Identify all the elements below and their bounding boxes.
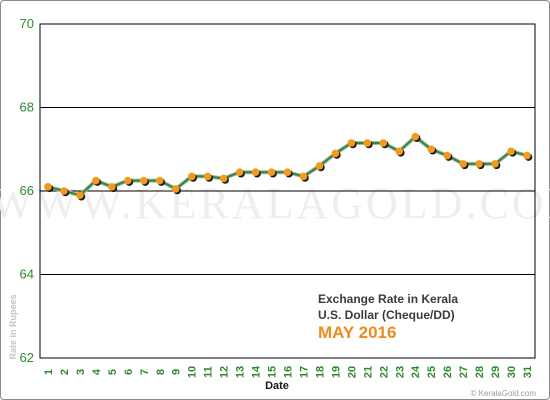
- x-tick-label: 9: [171, 369, 183, 375]
- data-point: [171, 185, 182, 195]
- data-point: [523, 151, 533, 161]
- data-point: [60, 187, 70, 197]
- x-tick-label: 22: [378, 366, 390, 378]
- x-axis-label: Date: [265, 380, 289, 392]
- x-tick-label: 7: [139, 369, 151, 375]
- data-point: [427, 145, 437, 155]
- data-point: [363, 139, 373, 149]
- data-point: [267, 168, 277, 178]
- legend-period: MAY 2016: [318, 323, 396, 342]
- x-tick-label: 23: [394, 366, 406, 378]
- x-tick-label: 1: [43, 369, 55, 375]
- x-tick-label: 2: [59, 369, 71, 375]
- data-point: [124, 176, 134, 186]
- data-point: [219, 174, 229, 184]
- series: [44, 132, 533, 201]
- x-tick-label: 12: [219, 366, 231, 378]
- x-tick-label: 6: [123, 369, 135, 375]
- x-tick-label: 15: [267, 366, 279, 378]
- y-tick-label: 66: [20, 183, 34, 198]
- legend-title: Exchange Rate in Kerala: [318, 292, 458, 306]
- x-tick-label: 20: [346, 366, 358, 378]
- x-tick-label: 13: [235, 366, 247, 378]
- x-tick-label: 14: [251, 365, 263, 378]
- x-tick-label: 31: [522, 366, 534, 378]
- x-tick-label: 28: [474, 366, 486, 378]
- data-point: [459, 160, 469, 170]
- x-tick-label: 26: [442, 366, 454, 378]
- y-axis-label: Rate in Rupees: [8, 294, 18, 359]
- x-tick-label: 29: [490, 366, 502, 378]
- x-tick-label: 30: [506, 366, 518, 378]
- x-tick-label: 17: [299, 366, 311, 378]
- data-point: [235, 168, 245, 178]
- data-point: [251, 168, 261, 178]
- x-tick-label: 4: [91, 368, 103, 375]
- x-tick-label: 8: [155, 369, 167, 375]
- x-tick-labels: 1 2 3 4 5 6 7 8 9 10 11 12 13 14 15 16 17 18 19 20 21 22 23 24 2…: [43, 365, 534, 378]
- grid: [39, 23, 536, 359]
- legend-subtitle: U.S. Dollar (Cheque/DD): [318, 308, 455, 322]
- data-point: [411, 132, 421, 143]
- watermark: WWW.KERALAGOLD.COM: [0, 179, 550, 228]
- data-point: [491, 160, 501, 170]
- data-point: [395, 147, 405, 157]
- x-tick-label: 19: [330, 366, 342, 378]
- x-tick-label: 21: [362, 366, 374, 378]
- y-tick-labels: 62 64 66 68 70: [20, 16, 34, 365]
- x-tick-label: 24: [410, 365, 422, 378]
- x-tick-label: 5: [107, 369, 119, 375]
- y-tick-label: 70: [20, 16, 34, 31]
- x-tick-label: 3: [75, 369, 87, 375]
- y-tick-label: 62: [20, 350, 34, 365]
- x-tick-label: 11: [203, 366, 215, 378]
- data-point: [92, 176, 102, 186]
- y-tick-label: 64: [20, 267, 34, 282]
- y-tick-label: 68: [20, 100, 34, 115]
- x-tick-label: 27: [458, 366, 470, 378]
- data-point: [475, 160, 485, 170]
- data-point: [347, 139, 357, 149]
- data-point: [379, 139, 389, 149]
- data-point: [155, 176, 166, 186]
- credit-text: © KeralaGold.com: [471, 389, 537, 398]
- data-point: [76, 191, 86, 201]
- x-tick-label: 18: [314, 366, 326, 378]
- x-tick-label: 10: [187, 366, 199, 378]
- data-point: [443, 151, 453, 161]
- data-point: [507, 147, 517, 157]
- data-point: [44, 183, 54, 193]
- data-point: [139, 176, 150, 186]
- data-point: [299, 172, 309, 182]
- data-point: [108, 183, 118, 193]
- data-point: [331, 149, 341, 159]
- data-point: [187, 172, 197, 182]
- data-point: [315, 162, 325, 172]
- data-point: [203, 172, 213, 182]
- data-point: [283, 168, 293, 178]
- x-tick-label: 16: [283, 366, 295, 378]
- x-tick-label: 25: [426, 366, 438, 378]
